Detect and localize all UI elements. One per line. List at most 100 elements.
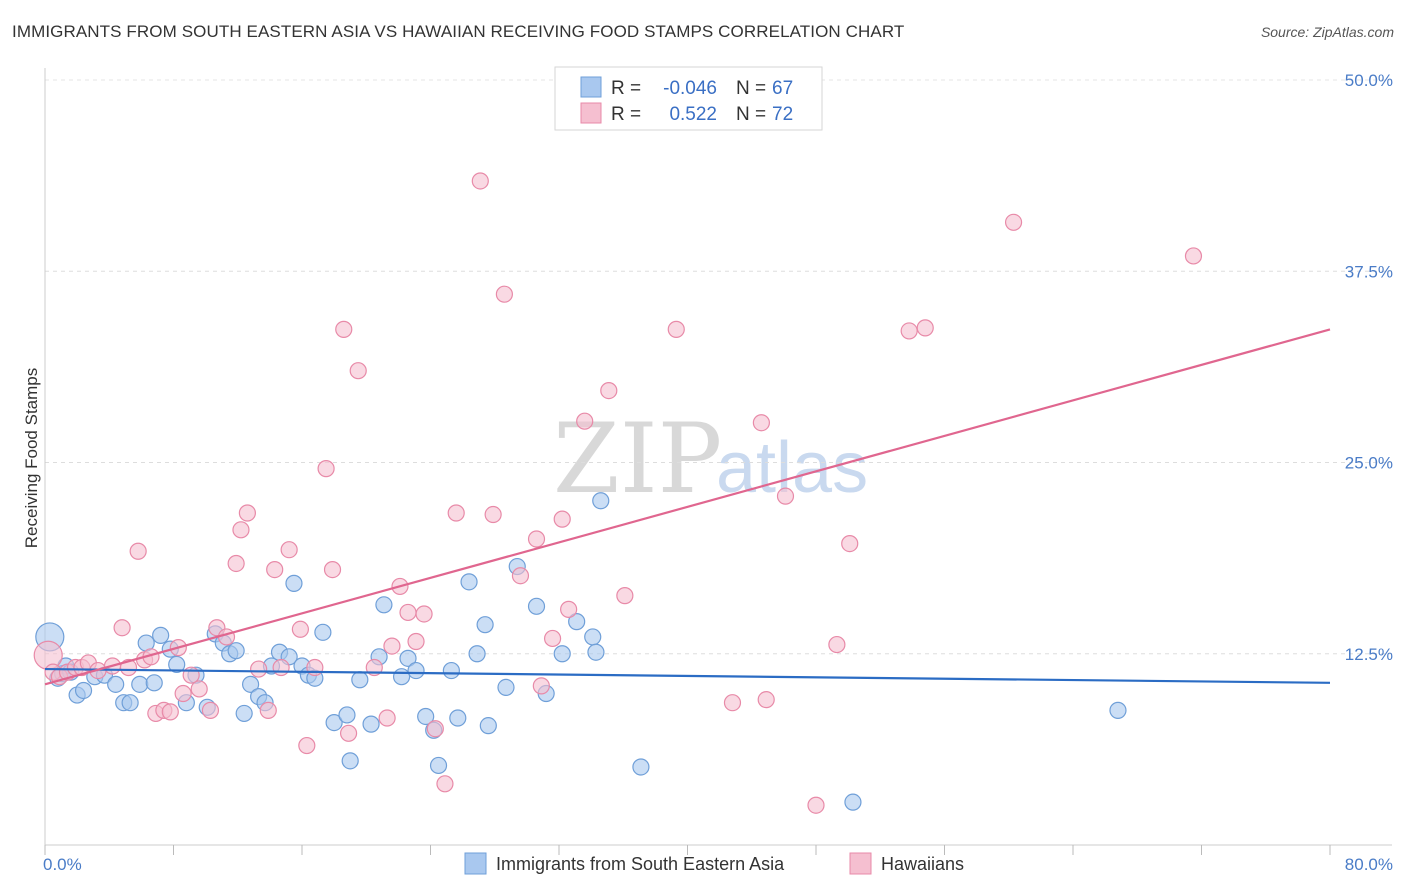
trend-lines xyxy=(44,328,1331,686)
point-hawaiians xyxy=(900,322,918,340)
point-immigrants xyxy=(375,596,393,614)
watermark: ZIP atlas xyxy=(553,403,868,515)
legend-r-value-2: 0.522 xyxy=(669,104,717,125)
point-immigrants xyxy=(351,671,369,689)
point-immigrants xyxy=(460,573,478,591)
trend-line-hawaiians xyxy=(44,328,1331,686)
point-hawaiians xyxy=(807,796,825,814)
point-immigrants xyxy=(449,709,467,727)
chart-title: IMMIGRANTS FROM SOUTH EASTERN ASIA VS HA… xyxy=(12,22,905,41)
point-hawaiians xyxy=(576,412,594,430)
point-hawaiians xyxy=(776,487,795,505)
point-hawaiians xyxy=(335,320,353,338)
point-hawaiians xyxy=(238,504,256,522)
point-hawaiians xyxy=(280,541,298,559)
point-hawaiians xyxy=(298,736,316,755)
point-hawaiians xyxy=(259,701,277,719)
legend: R = -0.046 N = 67 R = 0.522 N = 72 xyxy=(554,66,823,131)
point-hawaiians xyxy=(161,703,179,721)
point-hawaiians xyxy=(272,658,290,677)
point-hawaiians xyxy=(436,775,454,793)
point-immigrants xyxy=(497,678,515,697)
point-hawaiians xyxy=(757,691,775,709)
point-hawaiians xyxy=(447,504,465,522)
point-hawaiians xyxy=(407,632,425,651)
point-hawaiians xyxy=(227,554,245,573)
bottom-legend-label-pink: Hawaiians xyxy=(881,854,964,874)
legend-swatch-blue xyxy=(580,76,602,98)
point-hawaiians xyxy=(323,560,342,579)
bottom-legend-label-blue: Immigrants from South Eastern Asia xyxy=(496,854,785,874)
point-hawaiians xyxy=(560,600,578,618)
legend-r-label-2: R = xyxy=(611,104,641,125)
data-points xyxy=(33,172,1203,814)
point-immigrants xyxy=(131,675,149,693)
point-immigrants xyxy=(341,752,359,770)
point-hawaiians xyxy=(667,320,685,338)
point-immigrants xyxy=(417,707,435,726)
point-immigrants xyxy=(314,623,332,641)
point-hawaiians xyxy=(426,720,444,738)
point-hawaiians xyxy=(113,619,131,637)
point-hawaiians xyxy=(752,414,770,432)
point-immigrants xyxy=(338,706,356,724)
point-immigrants xyxy=(468,645,486,663)
point-immigrants xyxy=(592,492,610,510)
point-immigrants xyxy=(553,645,571,663)
point-immigrants xyxy=(429,756,448,775)
point-hawaiians xyxy=(828,635,846,654)
point-immigrants xyxy=(1109,701,1127,719)
point-hawaiians xyxy=(129,542,147,560)
bottom-legend-swatch-pink xyxy=(849,852,872,875)
point-immigrants xyxy=(568,613,586,631)
point-hawaiians xyxy=(723,694,742,712)
point-immigrants xyxy=(107,675,125,693)
point-immigrants xyxy=(325,713,343,732)
legend-n-label-2: N = xyxy=(736,104,766,125)
point-hawaiians xyxy=(291,620,309,638)
point-immigrants xyxy=(632,758,650,776)
point-immigrants xyxy=(587,643,605,661)
axes: 12.5% 25.0% 37.5% 50.0% 0.0% 80.0% xyxy=(43,68,1393,874)
x-tick-label-max: 80.0% xyxy=(1345,855,1393,874)
point-hawaiians xyxy=(532,677,550,695)
point-hawaiians xyxy=(495,285,513,303)
point-hawaiians xyxy=(511,567,530,585)
point-hawaiians xyxy=(399,603,417,622)
point-hawaiians xyxy=(266,560,284,579)
point-hawaiians xyxy=(339,724,358,742)
point-hawaiians xyxy=(232,521,250,539)
legend-n-value-2: 72 xyxy=(772,104,793,125)
point-immigrants xyxy=(152,626,170,644)
point-hawaiians xyxy=(1184,247,1203,265)
point-hawaiians xyxy=(527,530,546,548)
point-immigrants xyxy=(442,661,460,680)
point-immigrants xyxy=(527,597,546,615)
x-tick-label-min: 0.0% xyxy=(43,855,82,874)
y-tick-label: 25.0% xyxy=(1345,454,1393,473)
point-hawaiians xyxy=(415,605,433,623)
point-hawaiians xyxy=(553,510,571,528)
point-hawaiians xyxy=(317,460,335,478)
point-immigrants xyxy=(227,642,245,660)
point-hawaiians xyxy=(1004,213,1023,231)
y-axis-title: Receiving Food Stamps xyxy=(22,368,41,548)
point-immigrants xyxy=(242,675,260,693)
y-tick-label: 12.5% xyxy=(1345,645,1393,664)
point-immigrants xyxy=(479,717,497,735)
trend-line-immigrants xyxy=(44,667,1331,684)
point-hawaiians xyxy=(841,534,859,553)
point-immigrants xyxy=(285,574,303,592)
point-hawaiians xyxy=(190,680,208,698)
point-immigrants xyxy=(476,616,494,634)
point-immigrants xyxy=(584,628,602,646)
y-tick-label: 37.5% xyxy=(1345,262,1393,281)
point-immigrants xyxy=(392,668,411,686)
point-immigrants xyxy=(121,694,139,712)
point-immigrants xyxy=(407,661,425,680)
point-hawaiians xyxy=(250,660,268,678)
point-immigrants xyxy=(844,793,862,811)
source-label: Source: ZipAtlas.com xyxy=(1260,24,1394,40)
point-immigrants xyxy=(74,681,93,700)
point-hawaiians xyxy=(201,701,220,719)
